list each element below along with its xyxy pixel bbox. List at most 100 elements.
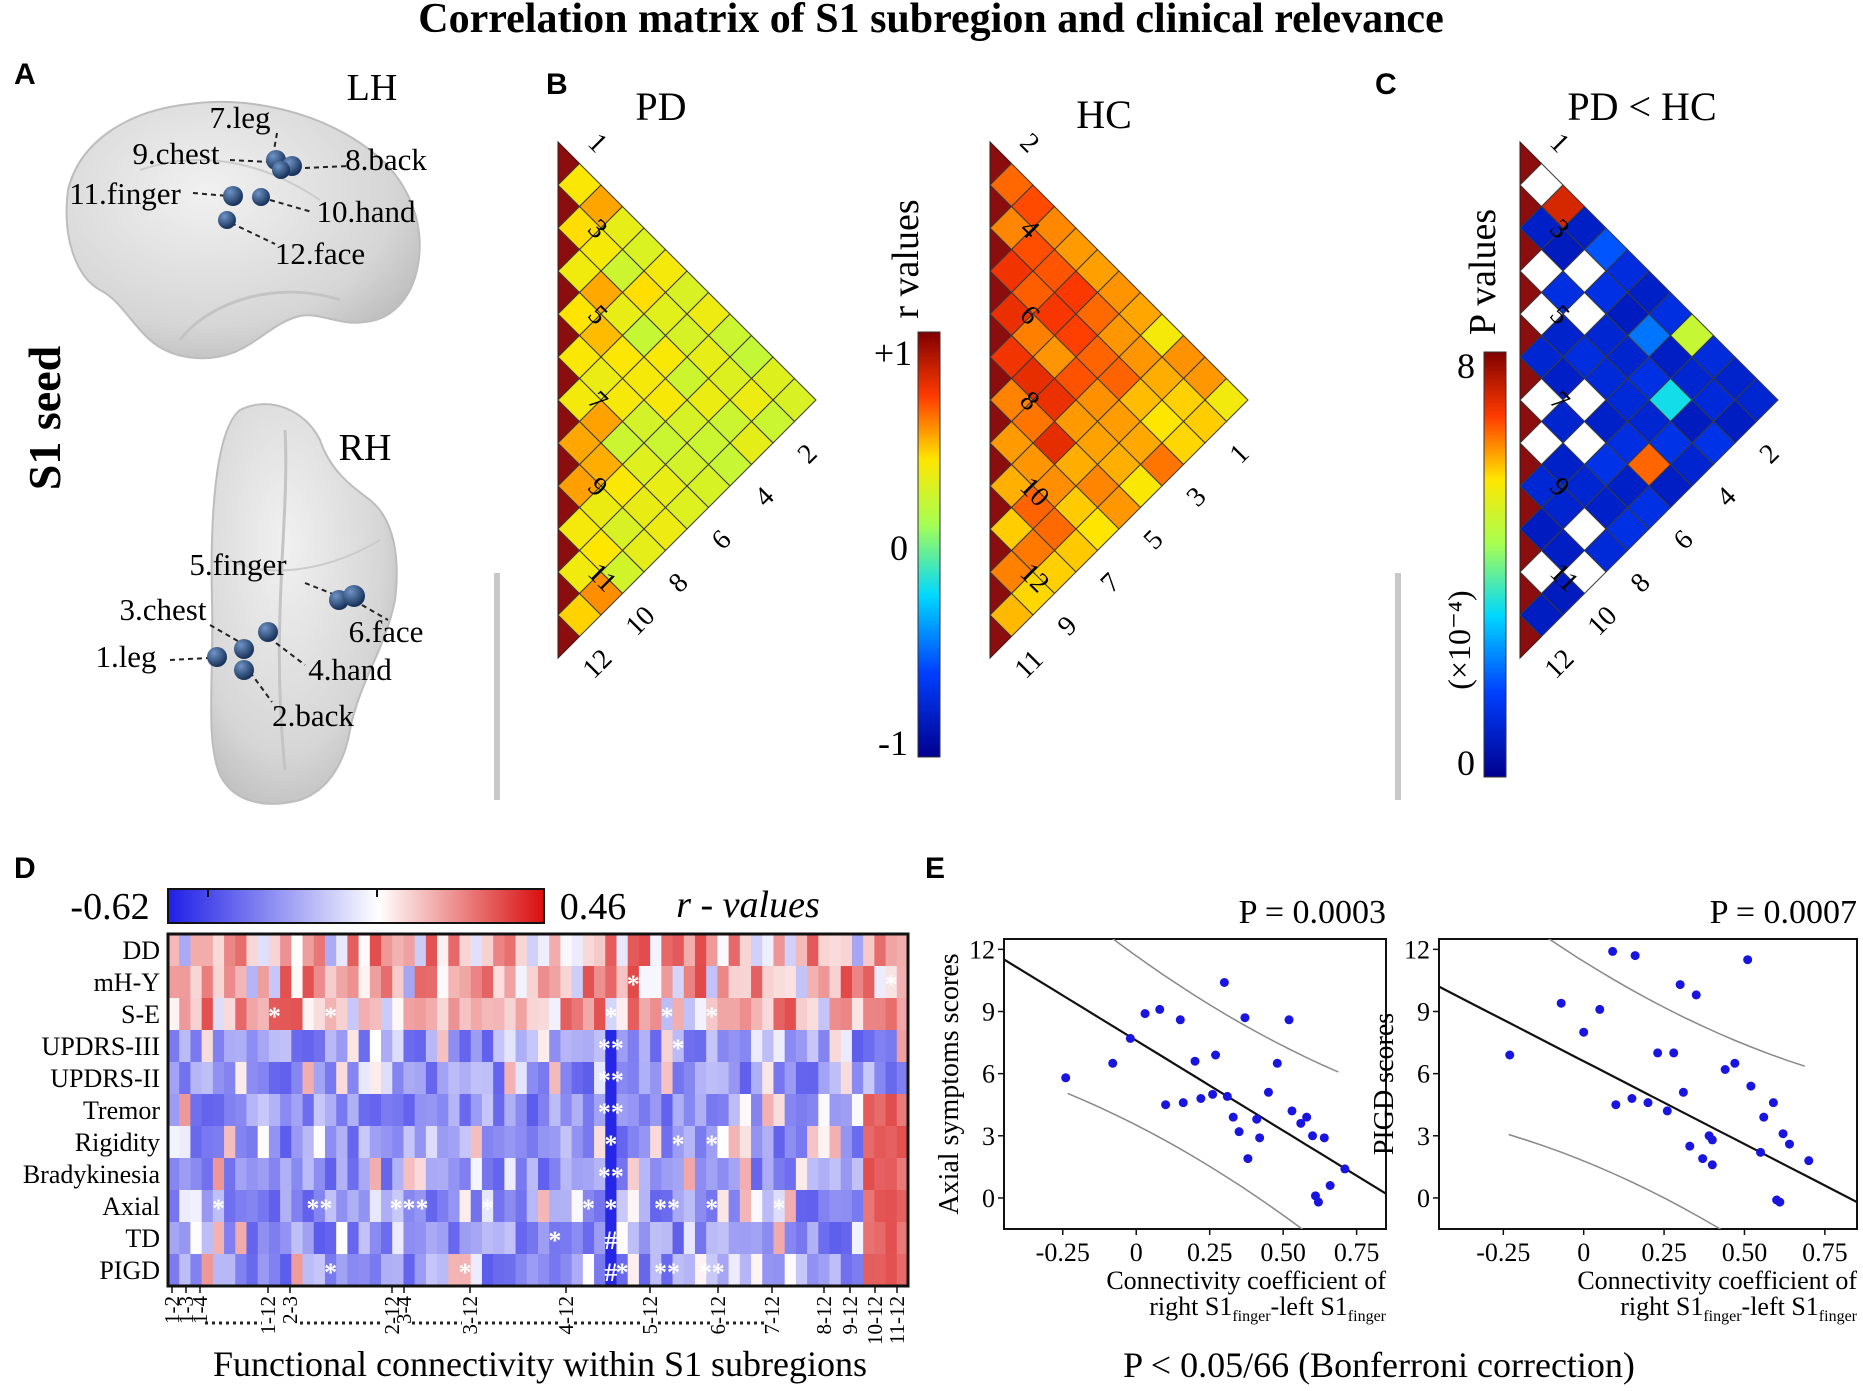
heatmap-cell [638, 1158, 651, 1191]
scatter-point [1746, 1081, 1756, 1091]
heatmap-cell [739, 1190, 752, 1223]
panel-c-letter: C [1375, 68, 1397, 101]
heatmap-cell [224, 1030, 236, 1063]
heatmap-cell [313, 1126, 326, 1159]
rh-seed-leg [207, 647, 227, 667]
heatmap-cell [403, 998, 416, 1031]
heatmap-cell [885, 966, 898, 999]
heatmap-cell [728, 1062, 741, 1095]
heatmap-cell [538, 1062, 550, 1095]
significance-mark: * [616, 1226, 629, 1255]
heatmap-cell [683, 1222, 696, 1255]
scatter-point [1319, 1133, 1329, 1143]
heatmap-cell [672, 966, 685, 999]
heatmap-x-tick-label: 5-12 [638, 1296, 662, 1335]
heatmap-cell [560, 998, 573, 1031]
heatmap-cell [437, 1062, 449, 1095]
heatmap-cell [190, 1062, 203, 1095]
heatmap-cell [268, 1062, 281, 1095]
heatmap-cell [627, 1030, 640, 1063]
heatmap-cell [448, 998, 461, 1031]
pd-index-label: 2 [792, 438, 824, 470]
heatmap-cell [694, 1126, 707, 1159]
heatmap-cell [425, 1030, 438, 1063]
heatmap-cell [392, 966, 404, 999]
heatmap-cell [481, 934, 494, 967]
heatmap-cell [683, 1094, 696, 1127]
heatmap-cell [224, 1222, 236, 1255]
heatmap-cell [481, 1030, 494, 1063]
heatmap-cell [784, 1190, 797, 1223]
heatmap-x-tick-label: 1-12 [256, 1296, 280, 1335]
heatmap-cell [504, 1254, 517, 1287]
heatmap-cell [840, 998, 853, 1031]
heatmap-cell [773, 1126, 786, 1159]
heatmap-cell [538, 998, 550, 1031]
heatmap-cell [773, 1254, 786, 1287]
heatmap-cell [470, 1062, 483, 1095]
heatmap-cell [863, 1222, 875, 1255]
heatmap-cell [863, 998, 875, 1031]
scatter-point [1296, 1118, 1306, 1128]
scatter-point [1255, 1133, 1265, 1143]
panel-e-letter: E [925, 852, 945, 885]
heatmap-cell [571, 1158, 584, 1191]
significance-mark: *** [390, 1194, 429, 1223]
heatmap-cell [650, 934, 662, 967]
heatmap-cell [840, 1126, 853, 1159]
heatmap-cell [280, 1062, 292, 1095]
heatmap-cell [358, 1062, 371, 1095]
heatmap-cell [773, 1094, 786, 1127]
heatmap-cell [560, 1094, 573, 1127]
p-colorbar [1483, 351, 1507, 778]
heatmap-cell [268, 1126, 281, 1159]
lh-seed-chest [272, 161, 290, 179]
significance-mark: * [705, 1194, 718, 1223]
heatmap-cell [627, 998, 640, 1031]
scatter-point [1313, 1197, 1323, 1207]
heatmap-cell [504, 1190, 517, 1223]
heatmap-cell [515, 1062, 528, 1095]
heatmap-cell [403, 1094, 416, 1127]
heatmap-cell [448, 1190, 461, 1223]
lh-seed-label: 12.face [275, 236, 365, 271]
heatmap-cell [683, 966, 696, 999]
heatmap-cell [504, 1094, 517, 1127]
heatmap-cell [437, 1126, 449, 1159]
heatmap-cell [829, 966, 842, 999]
heatmap-cell [224, 966, 236, 999]
heatmap-cell [448, 1030, 461, 1063]
heatmap-cell [291, 1094, 304, 1127]
heatmap-cell [403, 966, 416, 999]
scatter-point [1669, 1048, 1679, 1058]
heatmap-cell [481, 1094, 494, 1127]
heatmap-cell [302, 1030, 315, 1063]
heatmap-cell [840, 1222, 853, 1255]
heatmap-cell [762, 1254, 774, 1287]
heatmap-cell [235, 934, 247, 967]
scatter-point [1595, 1004, 1605, 1014]
heatmap-cell [538, 934, 550, 967]
r-colorbar [917, 331, 941, 758]
heatmap-cell [212, 934, 225, 967]
heatmap-cell [268, 1030, 281, 1063]
heatmap-cell [336, 1094, 348, 1127]
heatmap-cell [459, 1254, 472, 1287]
heatmap-cell [672, 1190, 685, 1223]
rh-seed-label: 2.back [272, 698, 354, 733]
heatmap-cell [795, 1158, 808, 1191]
heatmap-cell [414, 1030, 427, 1063]
pd-index-label: 6 [706, 524, 738, 556]
heatmap-cell [851, 1254, 864, 1287]
heatmap-cell [627, 934, 640, 967]
heatmap-cell [302, 1062, 315, 1095]
heatmap-cell [840, 966, 853, 999]
heatmap-cell [392, 1158, 404, 1191]
x-tick-label: -0.25 [1476, 1238, 1530, 1267]
heatmap-cell [470, 1094, 483, 1127]
xlabel-text: -left S1 [1271, 1292, 1348, 1321]
heatmap-cell [829, 1062, 842, 1095]
heatmap-cell [751, 1062, 763, 1095]
heatmap-cell [795, 1190, 808, 1223]
y-tick-label: 6 [1417, 1060, 1430, 1089]
